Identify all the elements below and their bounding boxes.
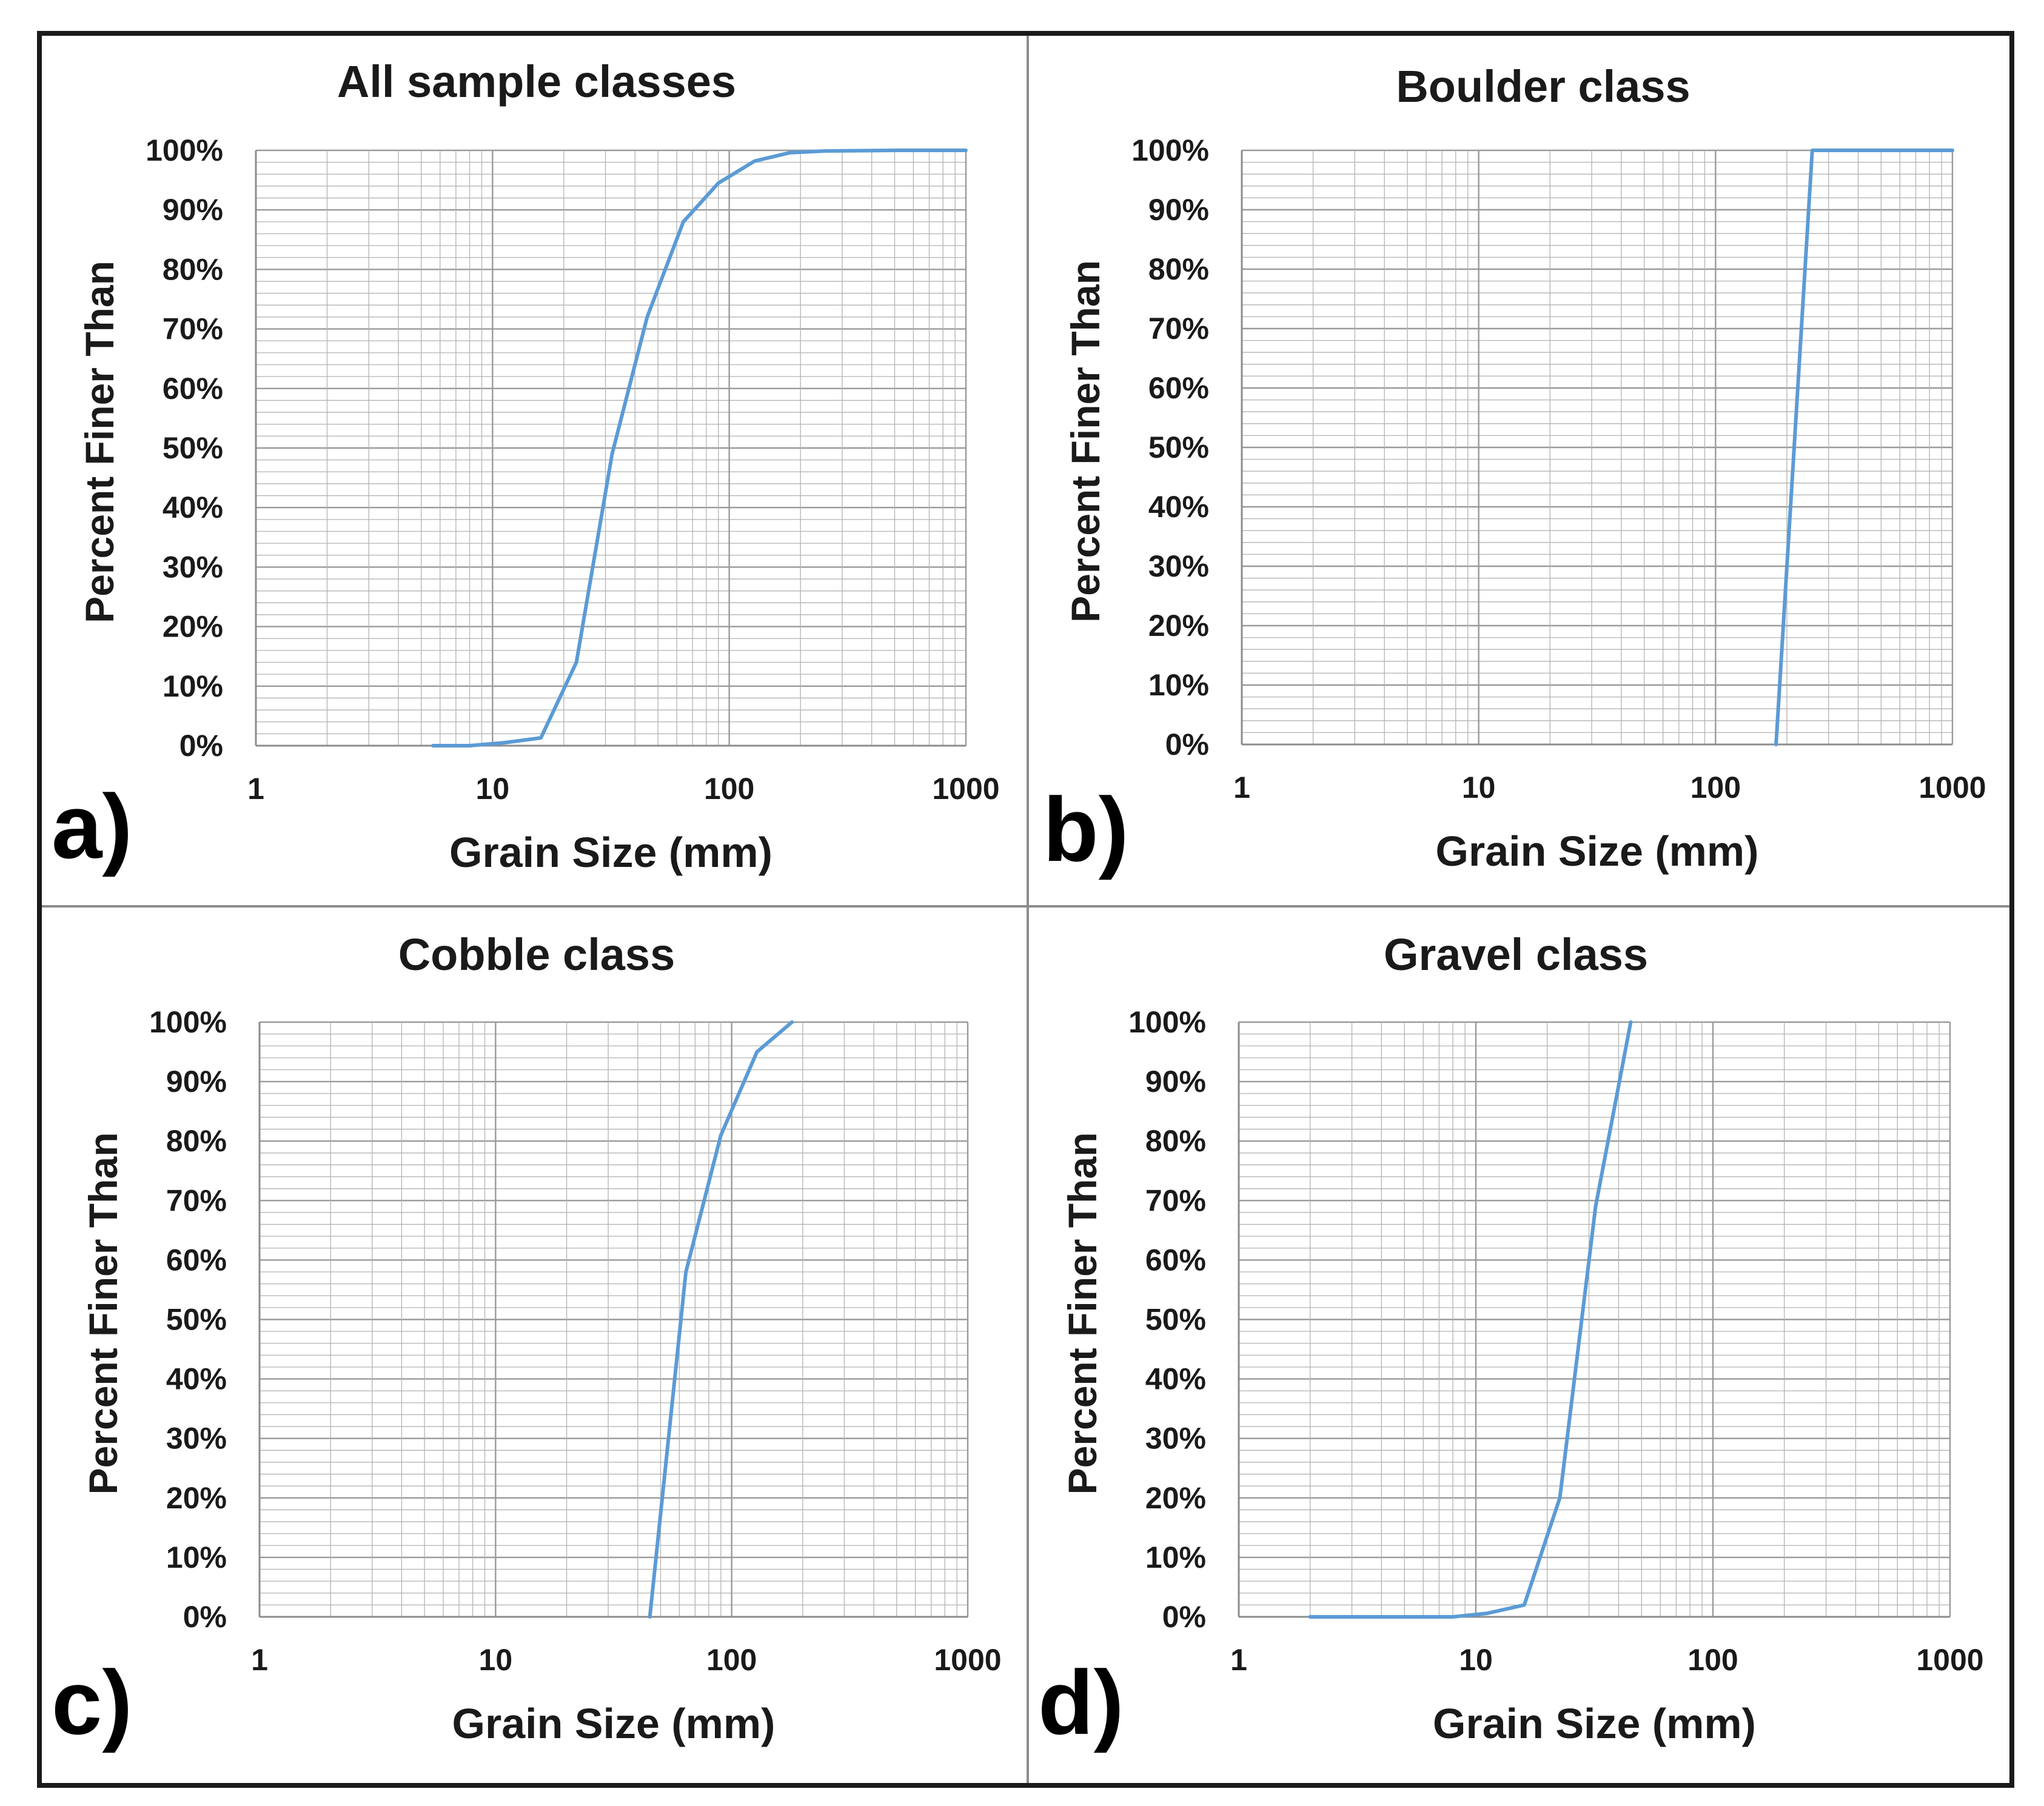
chart-title: Gravel class: [1384, 929, 1648, 980]
y-tick-label: 30%: [163, 550, 223, 584]
y-tick-label: 20%: [1148, 609, 1209, 643]
x-axis-label: Grain Size (mm): [1433, 1700, 1756, 1747]
y-tick-label: 80%: [1145, 1124, 1206, 1158]
chart-panel: 0% 10% 20% 30% 40% 50% 60% 70% 80% 90% 100% 1 10 100 1…: [1043, 61, 1986, 880]
y-tick-label: 90%: [166, 1065, 227, 1099]
y-tick-label: 60%: [1145, 1243, 1206, 1277]
y-axis-label: Percent Finer Than: [77, 261, 122, 623]
x-axis-label: Grain Size (mm): [452, 1700, 776, 1747]
panel-label: d): [1038, 1651, 1124, 1753]
x-tick-label: 10: [476, 772, 510, 806]
x-tick-label: 1000: [1918, 771, 1986, 804]
y-tick-label: 90%: [1148, 193, 1209, 227]
x-tick-label: 1000: [932, 772, 999, 806]
y-tick-label: 60%: [166, 1243, 227, 1277]
y-tick-label: 70%: [1145, 1183, 1206, 1217]
x-axis-label: Grain Size (mm): [449, 829, 772, 876]
y-tick-label: 40%: [1145, 1362, 1206, 1396]
x-tick-label: 1000: [934, 1643, 1001, 1677]
panels-layer: 0%10%20%30%40%50%60%70%80%90%100%1 10 100 1…: [52, 56, 1986, 1753]
x-tick-label: 1: [1230, 1643, 1247, 1677]
y-tick-label: 90%: [1145, 1065, 1206, 1099]
y-tick-label: 10%: [166, 1540, 227, 1574]
y-tick-label: 0%: [183, 1600, 227, 1634]
y-tick-label: 0%: [179, 729, 223, 763]
x-tick-label: 100: [704, 772, 754, 806]
x-axis-label: Grain Size (mm): [1436, 828, 1759, 875]
y-tick-label: 100%: [146, 133, 223, 167]
y-tick-label: 0%: [1165, 727, 1209, 761]
x-tick-label: 100: [1690, 771, 1741, 804]
y-axis-label: Percent Finer Than: [1060, 1132, 1105, 1495]
y-tick-label: 60%: [1148, 371, 1209, 405]
x-tick-label: 100: [1687, 1643, 1738, 1677]
y-tick-label: 10%: [163, 669, 223, 703]
y-tick-label: 60%: [163, 372, 223, 406]
x-tick-label: 10: [1459, 1643, 1493, 1677]
y-tick-label: 20%: [166, 1481, 227, 1515]
y-tick-label: 50%: [163, 431, 223, 465]
y-tick-label: 20%: [163, 610, 223, 644]
data-series-line: [648, 1020, 794, 1619]
y-tick-label: 30%: [166, 1422, 227, 1456]
y-tick-label: 20%: [1145, 1481, 1206, 1515]
y-tick-label: 90%: [163, 193, 223, 227]
data-series-line: [431, 149, 968, 747]
y-tick-label: 50%: [1148, 430, 1209, 464]
panel-label: c): [52, 1651, 132, 1753]
chart-panel: 0% 10% 20% 30% 40% 50% 60% 70% 80% 90% 100% 1 10 100 1…: [1038, 929, 1984, 1753]
y-tick-label: 70%: [163, 312, 223, 346]
y-tick-label: 50%: [1145, 1303, 1206, 1337]
data-series-line: [1774, 149, 1954, 746]
y-tick-label: 40%: [166, 1362, 227, 1396]
figure-frame: [37, 31, 2014, 1788]
y-tick-label: 80%: [166, 1124, 227, 1158]
y-tick-label: 10%: [1148, 668, 1209, 702]
y-tick-label: 80%: [1148, 252, 1209, 286]
x-tick-label: 1: [247, 772, 264, 806]
y-tick-label: 0%: [1162, 1600, 1206, 1634]
x-tick-label: 10: [479, 1643, 513, 1677]
chart-title: Cobble class: [398, 929, 675, 980]
x-tick-label: 1: [251, 1643, 268, 1677]
y-tick-label: 100%: [1131, 133, 1209, 167]
x-tick-label: 10: [1462, 771, 1496, 804]
y-tick-label: 70%: [166, 1183, 227, 1217]
chart-title: Boulder class: [1396, 61, 1690, 112]
y-tick-label: 100%: [1128, 1005, 1206, 1039]
y-tick-label: 40%: [163, 490, 223, 524]
chart-panel: 0% 10% 20% 30% 40% 50% 60% 70% 80% 90% 100% 1 10 100 1…: [52, 56, 1000, 877]
y-tick-label: 10%: [1145, 1540, 1206, 1574]
y-tick-label: 100%: [149, 1005, 227, 1039]
y-axis-label: Percent Finer Than: [81, 1132, 126, 1495]
y-tick-label: 50%: [166, 1303, 227, 1337]
y-tick-label: 40%: [1148, 490, 1209, 524]
x-tick-label: 1000: [1916, 1643, 1983, 1677]
panel-label: a): [52, 775, 132, 877]
y-tick-label: 70%: [1148, 312, 1209, 346]
chart-title: All sample classes: [337, 56, 736, 107]
x-tick-label: 1: [1233, 771, 1250, 804]
x-tick-label: 100: [706, 1643, 757, 1677]
y-tick-label: 30%: [1145, 1422, 1206, 1456]
panel-label: b): [1043, 778, 1129, 880]
chart-panel: 0% 10% 20% 30% 40% 50% 60% 70% 80% 90% 100% 1 10 100 1…: [52, 929, 1002, 1753]
y-tick-label: 80%: [163, 252, 223, 286]
y-tick-label: 30%: [1148, 549, 1209, 583]
data-series-line: [1308, 1020, 1633, 1619]
y-axis-label: Percent Finer Than: [1063, 260, 1108, 623]
